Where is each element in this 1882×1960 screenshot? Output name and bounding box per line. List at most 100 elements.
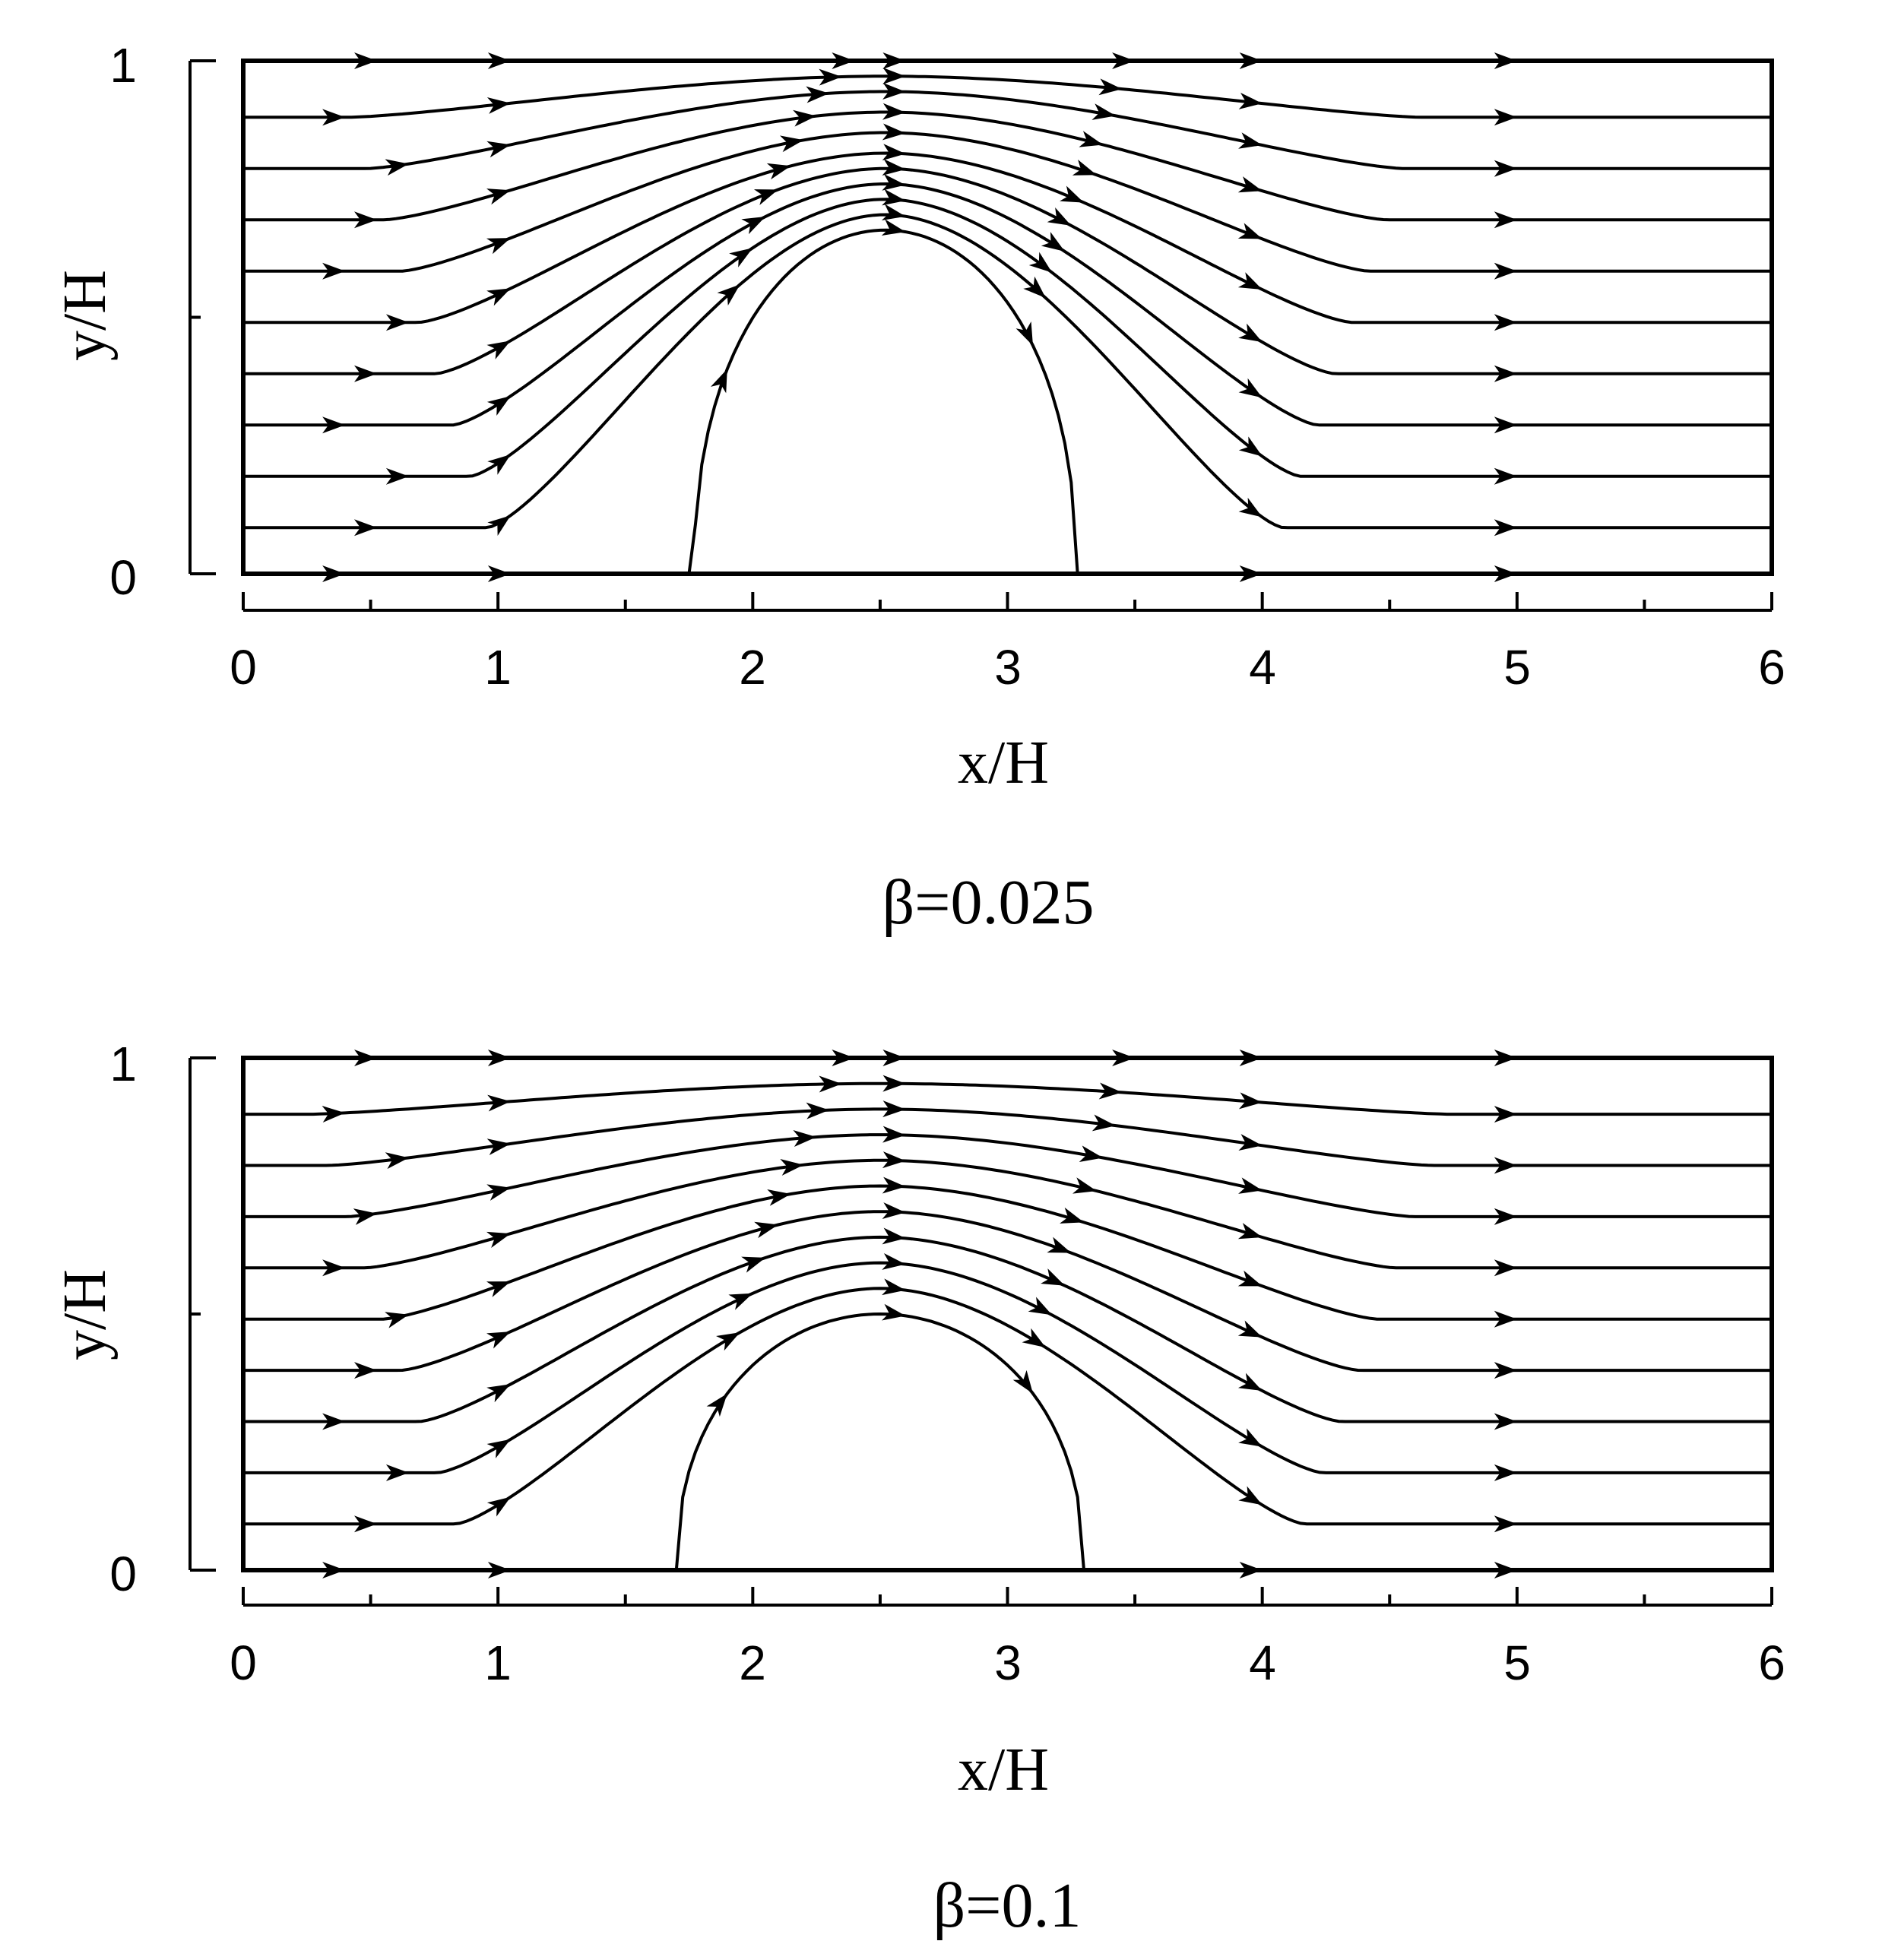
streamline-arrow [486,340,511,359]
plot-frame [241,59,1774,576]
streamline-arrow [385,159,409,176]
streamline-arrow [486,188,511,205]
streamline-arrow [1494,1208,1517,1225]
streamline-arrow [741,217,766,235]
streamline-arrow [1494,314,1517,331]
streamline-arrow [1494,1106,1517,1123]
streamline-arrow [882,1151,906,1169]
y-axis [189,59,216,575]
y-axis-title: y/H [52,1269,119,1360]
streamline-arrow [1060,1207,1084,1224]
streamline-arrow [1041,232,1065,252]
x-tick-label: 0 [230,1635,257,1690]
streamline-arrow [1238,497,1263,518]
streamline-arrow [322,1259,346,1277]
x-tick-label: 5 [1503,640,1531,695]
streamline [243,1312,1772,1572]
streamline-arrow [1494,262,1517,280]
y-tick-label: 0 [109,1547,137,1601]
streamline-arrow [1060,185,1084,203]
x-tick-label: 5 [1503,1635,1531,1690]
streamline-arrow [1494,1310,1517,1328]
streamline-arrow [1494,1464,1517,1481]
streamline-arrow [1047,207,1072,226]
streamline-arrow [486,141,511,158]
streamline-arrow [322,1413,346,1430]
streamline-arrow [1238,92,1263,109]
panel-caption: β=0.025 [882,867,1094,938]
streamline-arrow [486,1281,511,1297]
streamline-arrow [1237,1320,1263,1338]
y-axis-title: y/H [52,270,119,361]
streamline-arrow [385,1464,409,1481]
streamline-arrow [354,365,377,382]
streamline-arrow [1494,1362,1517,1379]
streamline-arrow [1047,1236,1072,1253]
streamline-arrow [486,1496,511,1517]
streamline-arrow [1237,223,1263,239]
streamline-arrow [486,238,511,255]
streamline-arrow [1494,365,1517,382]
streamline-arrow [1091,103,1116,120]
streamline-arrow [322,1105,346,1122]
streamline-arrow [1072,159,1097,176]
streamline-arrow [486,288,511,306]
streamline-arrow [1238,378,1263,398]
streamline [243,228,1772,575]
streamline-arrow [882,1176,906,1194]
streamline-arrow [486,1439,511,1458]
streamline [243,1210,1772,1373]
x-axis-title: x/H [958,1737,1049,1803]
y-tick-label: 1 [109,1037,137,1091]
streamline-arrow [819,68,842,86]
streamline-arrow [766,163,791,180]
streamline-arrow [729,248,753,268]
streamline-arrow [354,519,377,537]
panel-beta-0025: 0 1 2 3 4 5 6 0 1 x/H y/H β=0.025 [52,38,1785,938]
streamline-arrow [486,396,511,416]
streamline [243,1184,1772,1321]
y-tick-label: 1 [109,38,137,93]
plot-frame [241,1056,1774,1572]
streamline-arrow [486,97,511,114]
streamline-arrow [753,189,778,205]
x-tick-label: 6 [1758,1635,1785,1690]
streamline-arrow [322,262,346,280]
streamline-arrow [1238,1428,1263,1447]
x-tick-label: 0 [230,640,257,695]
streamline-arrow [819,1075,842,1093]
streamline-arrow [1238,1134,1263,1151]
x-axis [242,592,1773,612]
streamline-arrow [1238,436,1263,457]
streamline-arrow [780,1159,804,1176]
streamline [243,1133,1772,1218]
streamline-arrow [487,454,511,475]
streamline-arrow [710,369,727,394]
streamline-arrow [1238,323,1263,343]
streamline-arrow [1015,321,1033,346]
streamline-arrow [1494,109,1517,126]
streamline-arrow [806,1102,829,1119]
streamline-arrow [1041,1268,1065,1286]
streamline-arrow [322,109,346,126]
streamline-arrow [728,1293,753,1310]
streamline-arrow [793,1130,817,1148]
streamline-arrow [1494,1413,1517,1430]
streamline [243,1287,1772,1526]
streamline [243,110,1772,222]
streamline [243,90,1772,170]
streamline-arrow [1238,1177,1263,1194]
streamline-arrow [1237,1270,1263,1287]
streamline-arrow [882,103,906,120]
x-tick-label: 3 [994,640,1022,695]
streamlines [243,1050,1772,1578]
panel-caption: β=0.1 [933,1870,1081,1941]
x-tick-label: 2 [739,1635,766,1690]
streamline-arrow [354,211,377,229]
streamline-arrow [1494,211,1517,229]
streamline-arrow [385,1312,409,1328]
streamline-arrow [882,159,906,176]
streamline-arrow [1238,1486,1263,1506]
streamline [243,198,1772,478]
streamline-arrow [716,1332,740,1351]
